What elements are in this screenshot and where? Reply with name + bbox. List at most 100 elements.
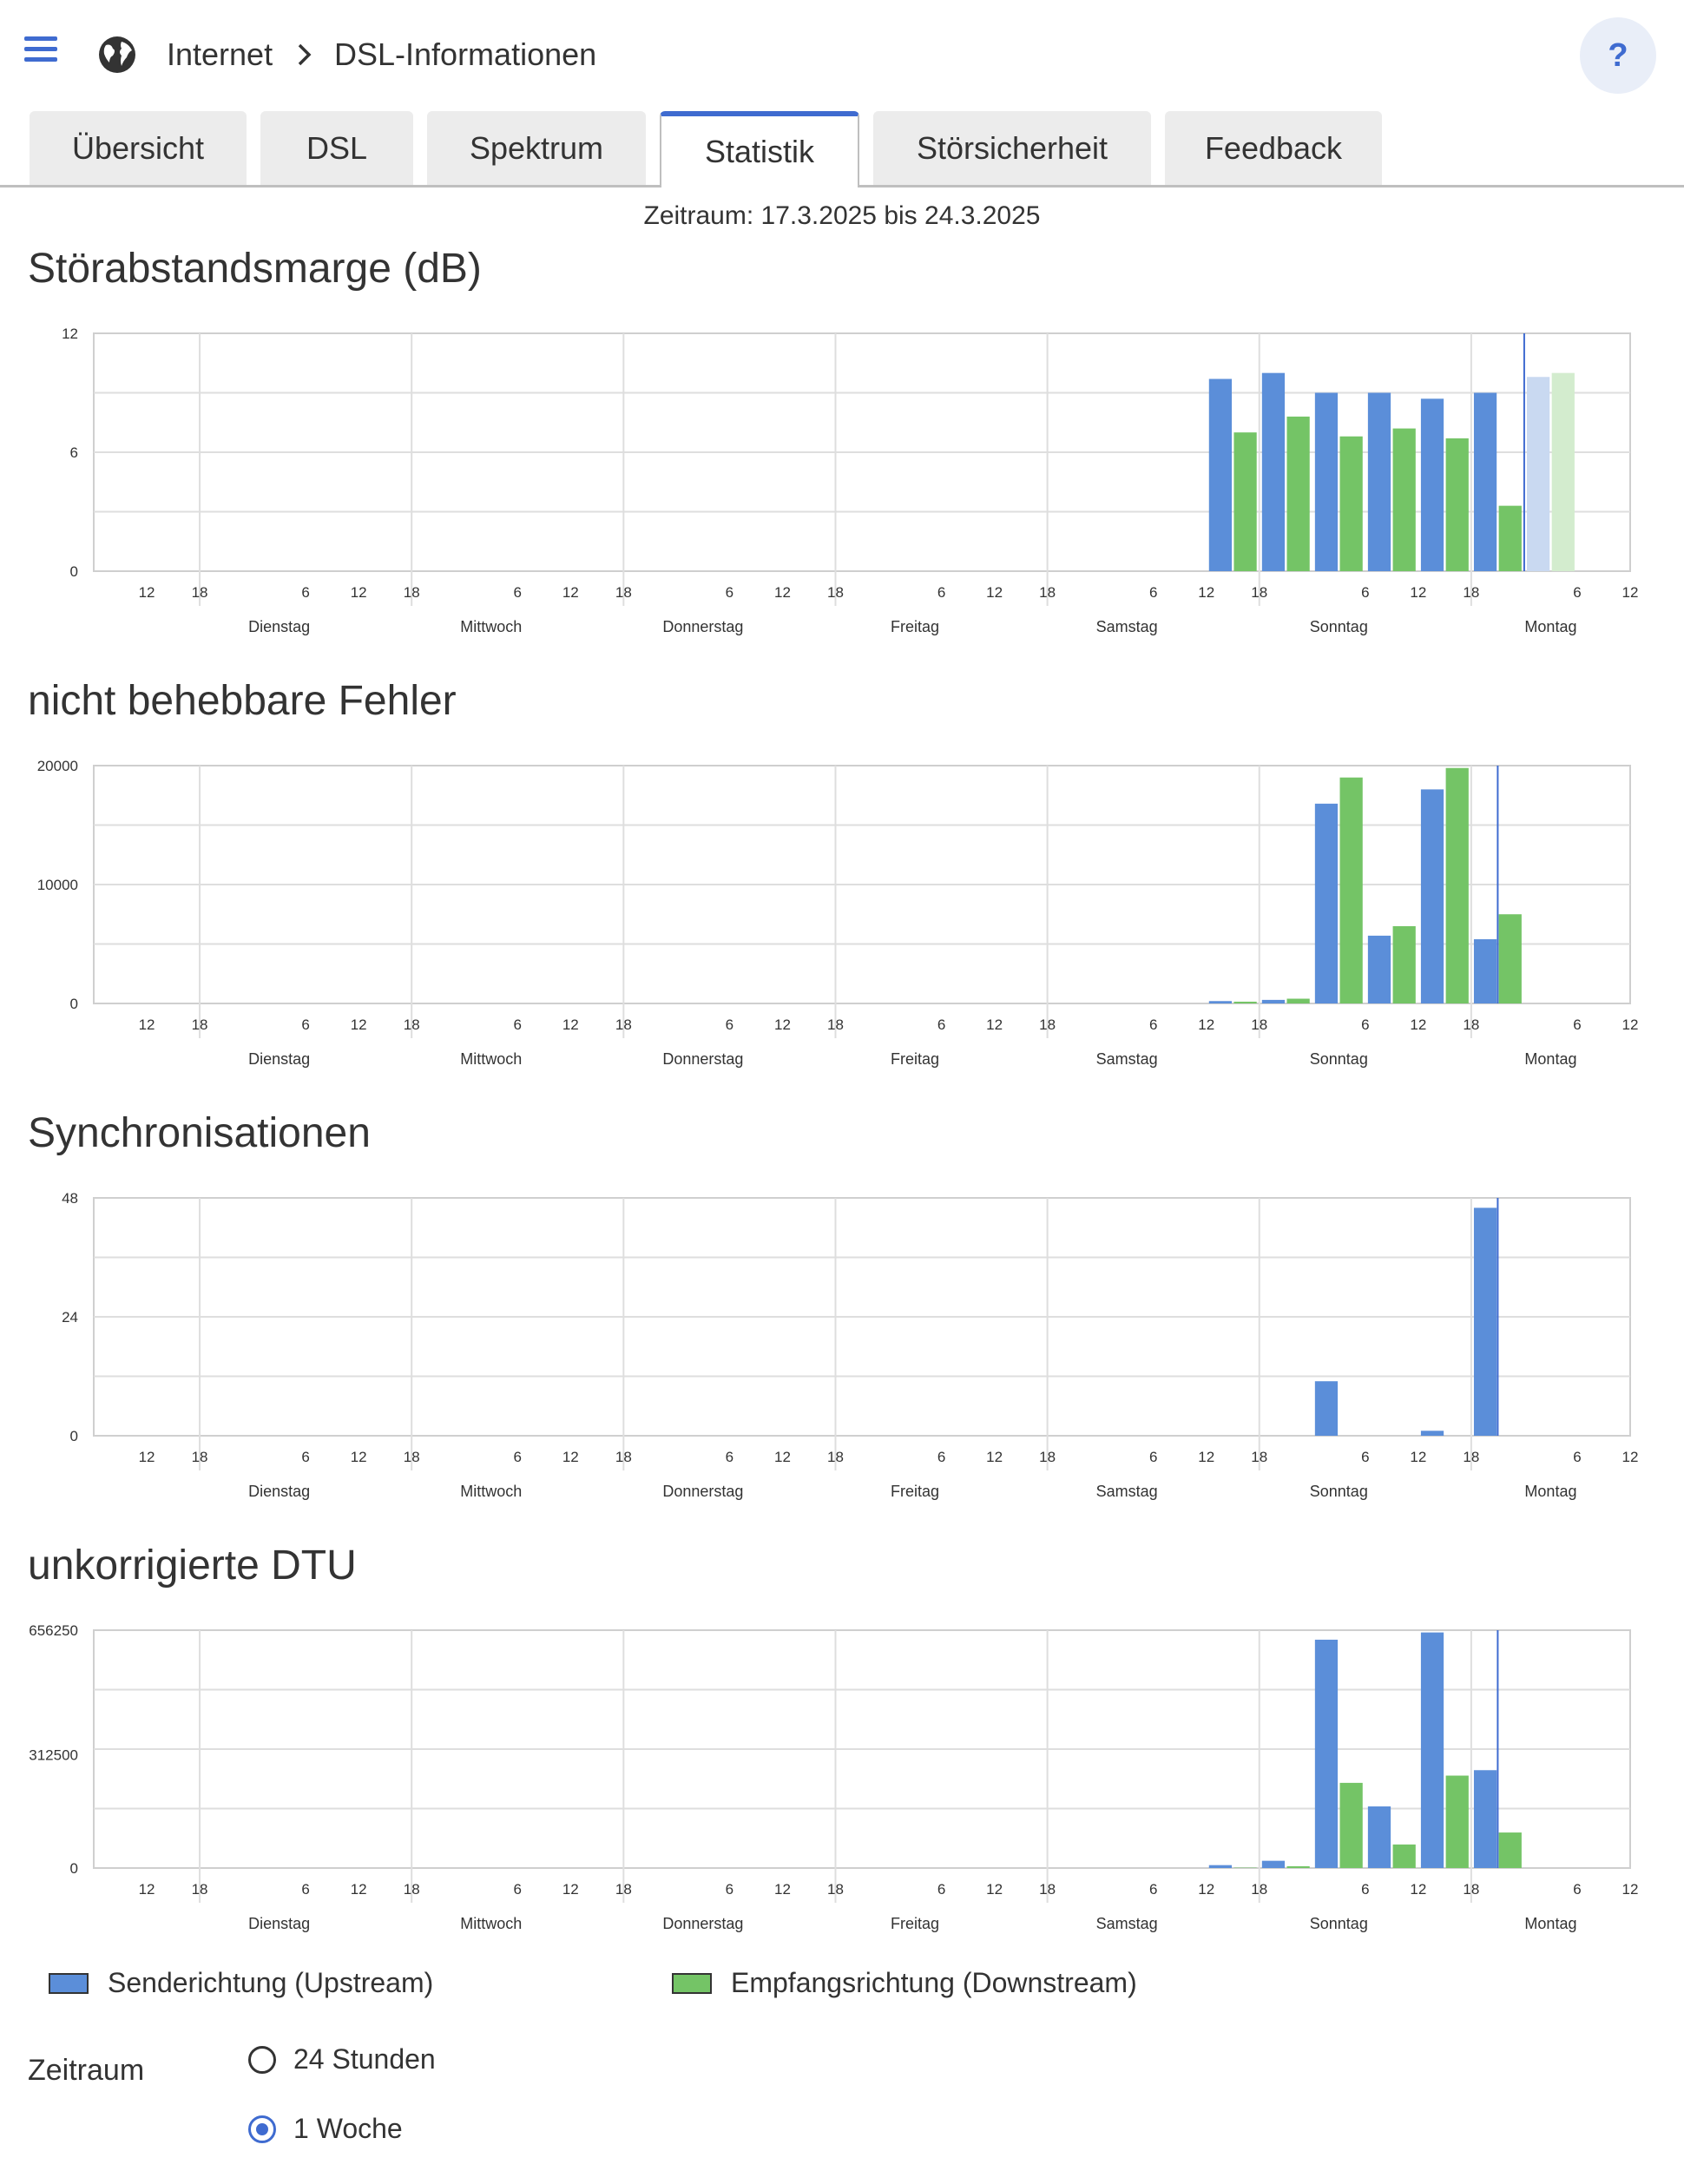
x-tick-label: 12 [1198, 1881, 1214, 1898]
day-label: Montag [1524, 1915, 1576, 1932]
tab-dsl[interactable]: DSL [260, 111, 413, 185]
chart-title-synchronisationen: Synchronisationen [28, 1110, 371, 1156]
day-label: Sonntag [1310, 1050, 1368, 1068]
chart-title-nicht-behebbare-fehler: nicht behebbare Fehler [28, 678, 457, 724]
x-tick-label: 12 [1198, 1016, 1214, 1033]
x-tick-label: 12 [774, 1449, 791, 1465]
x-tick-label: 6 [1149, 1016, 1157, 1033]
day-label: Samstag [1096, 1915, 1158, 1932]
x-tick-label: 6 [1149, 1449, 1157, 1465]
radio-24-stunden-circle[interactable] [248, 2045, 276, 2074]
x-tick-label: 18 [1039, 1881, 1056, 1898]
x-tick-label: 6 [726, 584, 733, 601]
bar-upstream [1420, 1632, 1444, 1868]
bar-downstream [1392, 428, 1416, 571]
x-tick-label: 6 [1573, 1449, 1581, 1465]
y-tick-label: 20000 [37, 758, 78, 774]
x-tick-label: 6 [1361, 1449, 1369, 1465]
x-tick-label: 18 [1251, 1016, 1267, 1033]
x-tick-label: 6 [1573, 1881, 1581, 1898]
x-tick-label: 12 [562, 1016, 579, 1033]
x-tick-label: 18 [1463, 584, 1479, 601]
legend-upstream-label: Senderichtung (Upstream) [108, 1967, 434, 1998]
legend-upstream: Senderichtung (Upstream) [49, 1967, 433, 1999]
radio-1-woche[interactable]: 1 Woche [248, 2113, 403, 2145]
x-tick-label: 18 [404, 584, 420, 601]
x-tick-label: 18 [1251, 1449, 1267, 1465]
x-tick-label: 6 [937, 1016, 945, 1033]
bar-upstream [1208, 378, 1233, 571]
tab-bar: Übersicht DSL Spektrum Statistik Störsic… [0, 111, 1684, 187]
x-tick-label: 18 [1463, 1016, 1479, 1033]
y-tick-label: 48 [62, 1190, 78, 1207]
bar-upstream [1314, 1381, 1339, 1436]
bar-downstream [1445, 1775, 1469, 1868]
tab-uebersicht[interactable]: Übersicht [30, 111, 247, 185]
x-tick-label: 6 [301, 1449, 309, 1465]
bar-upstream [1261, 999, 1286, 1003]
chart-stoerabstandsmarge: 0 6 12 12 18 6 12 18 6 12 18 6 12 18 6 12 18 6 12 18 6 12 18 6 1… [62, 326, 1639, 635]
day-label: Mittwoch [460, 1050, 522, 1068]
radio-1-woche-label[interactable]: 1 Woche [293, 2113, 403, 2144]
x-tick-label: 12 [1622, 584, 1639, 601]
x-tick-label: 6 [937, 1881, 945, 1898]
x-tick-label: 6 [937, 1449, 945, 1465]
x-tick-label: 12 [139, 1881, 155, 1898]
help-button[interactable]: ? [1580, 17, 1656, 94]
x-tick-label: 12 [1410, 1449, 1426, 1465]
x-tick-label: 6 [301, 1881, 309, 1898]
x-tick-label: 18 [1251, 1881, 1267, 1898]
x-tick-label: 12 [1410, 584, 1426, 601]
radio-24-stunden-label[interactable]: 24 Stunden [293, 2043, 436, 2075]
x-tick-label: 12 [351, 1016, 367, 1033]
bar-downstream [1339, 436, 1363, 571]
x-tick-label: 12 [1622, 1449, 1639, 1465]
x-tick-label: 6 [937, 584, 945, 601]
x-tick-label: 18 [615, 1449, 632, 1465]
chart-title-unkorrigierte-dtu: unkorrigierte DTU [28, 1543, 357, 1589]
x-tick-label: 6 [1361, 584, 1369, 601]
y-tick-label: 0 [70, 1860, 78, 1877]
y-tick-label: 24 [62, 1309, 78, 1326]
x-tick-label: 18 [827, 584, 844, 601]
bar-downstream [1339, 1782, 1363, 1868]
bar-downstream [1498, 1832, 1522, 1868]
y-tick-label: 656250 [29, 1622, 78, 1639]
day-label: Donnerstag [662, 618, 743, 635]
day-label: Dienstag [248, 1050, 310, 1068]
menu-icon[interactable] [24, 36, 57, 62]
x-tick-label: 18 [192, 584, 208, 601]
x-tick-label: 12 [986, 1016, 1003, 1033]
legend-upstream-swatch [49, 1972, 89, 1994]
x-tick-label: 18 [192, 1881, 208, 1898]
x-tick-label: 12 [139, 1016, 155, 1033]
x-tick-label: 12 [1410, 1016, 1426, 1033]
y-tick-label: 10000 [37, 877, 78, 893]
bar-upstream [1420, 1431, 1444, 1436]
tab-stoersicherheit[interactable]: Störsicherheit [873, 111, 1151, 185]
tab-feedback[interactable]: Feedback [1165, 111, 1382, 185]
x-tick-label: 18 [404, 1881, 420, 1898]
x-tick-label: 6 [514, 584, 522, 601]
breadcrumb-internet[interactable]: Internet [167, 36, 273, 72]
x-tick-label: 18 [192, 1449, 208, 1465]
day-label: Mittwoch [460, 618, 522, 635]
day-label: Samstag [1096, 1483, 1158, 1500]
x-tick-label: 6 [1361, 1016, 1369, 1033]
radio-24-stunden[interactable]: 24 Stunden [248, 2043, 436, 2075]
y-tick-label: 312500 [29, 1747, 78, 1764]
y-tick-label: 0 [70, 996, 78, 1012]
x-tick-label: 18 [1463, 1449, 1479, 1465]
day-label: Donnerstag [662, 1915, 743, 1932]
radio-1-woche-circle[interactable] [248, 2115, 276, 2143]
tab-statistik[interactable]: Statistik [660, 111, 859, 187]
bar-upstream [1261, 1860, 1286, 1868]
tab-spektrum[interactable]: Spektrum [427, 111, 646, 185]
x-tick-label: 12 [1198, 584, 1214, 601]
day-label: Montag [1524, 1050, 1576, 1068]
chart-unkorrigierte-dtu: 0 312500 656250 12 18 6 12 18 6 12 18 6 12 18 6 12 18 6 12… [29, 1622, 1639, 1932]
day-label: Samstag [1096, 1050, 1158, 1068]
x-tick-label: 6 [514, 1449, 522, 1465]
x-tick-label: 12 [1622, 1881, 1639, 1898]
chevron-right-icon [298, 43, 312, 66]
